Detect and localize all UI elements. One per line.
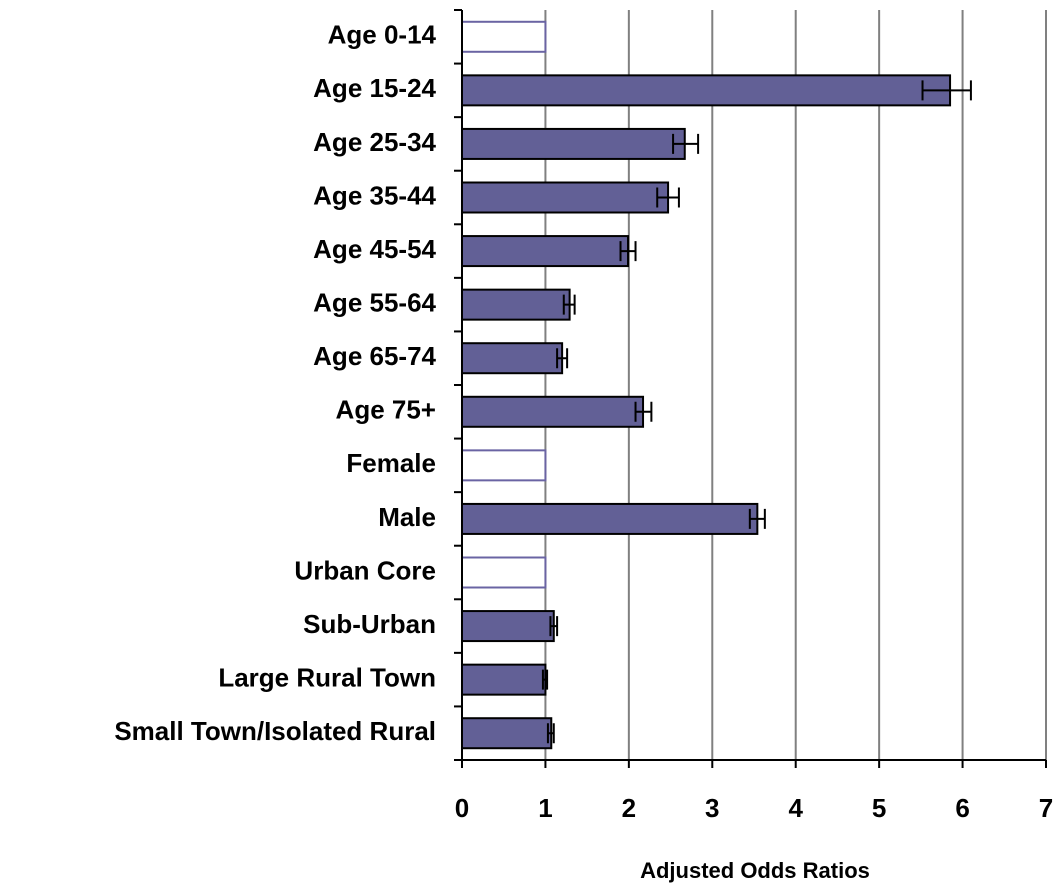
y-tick-label: Sub-Urban <box>303 609 436 639</box>
bar <box>461 717 553 750</box>
y-tick-label: Urban Core <box>294 555 436 585</box>
bar <box>461 127 686 160</box>
error-bar <box>656 187 680 208</box>
y-tick-label: Age 15-24 <box>313 73 436 103</box>
y-tick-label: Age 0-14 <box>328 20 437 50</box>
y-tick-label: Female <box>346 448 436 478</box>
bar <box>461 395 645 428</box>
x-tick-label: 3 <box>705 793 719 823</box>
y-tick-label: Age 45-54 <box>313 234 436 264</box>
error-bar <box>619 241 637 262</box>
reference-bar <box>461 449 547 482</box>
bar <box>461 181 670 214</box>
bar <box>461 502 759 535</box>
y-tick-label: Small Town/Isolated Rural <box>114 716 436 746</box>
x-axis-title: Adjusted Odds Ratios <box>640 858 870 883</box>
error-bar <box>556 348 569 369</box>
x-tick-label: 0 <box>455 793 469 823</box>
y-tick-label: Large Rural Town <box>218 663 436 693</box>
reference-bar <box>461 20 547 53</box>
y-tick-label: Age 55-64 <box>313 288 436 318</box>
error-bar <box>748 508 766 529</box>
x-tick-label: 5 <box>872 793 886 823</box>
error-bar <box>562 294 576 315</box>
y-tick-label: Age 35-44 <box>313 180 436 210</box>
error-bar <box>921 80 972 101</box>
bar <box>461 610 555 643</box>
y-tick-label: Male <box>378 502 436 532</box>
error-bar <box>546 723 555 744</box>
x-tick-label: 2 <box>622 793 636 823</box>
bar <box>461 663 547 696</box>
x-tick-label: 6 <box>955 793 969 823</box>
x-tick-label: 1 <box>538 793 552 823</box>
error-bar <box>634 401 653 422</box>
y-tick-label: Age 65-74 <box>313 341 436 371</box>
y-tick-label: Age 25-34 <box>313 127 436 157</box>
x-tick-label: 4 <box>788 793 803 823</box>
bar <box>461 74 952 107</box>
reference-bar <box>461 556 547 589</box>
bar <box>461 342 564 375</box>
error-bar <box>672 133 700 154</box>
error-bar <box>541 669 549 690</box>
x-tick-label: 7 <box>1039 793 1053 823</box>
bar <box>461 288 571 321</box>
y-tick-label: Age 75+ <box>336 395 436 425</box>
error-bar <box>549 616 559 637</box>
bar <box>461 235 630 268</box>
